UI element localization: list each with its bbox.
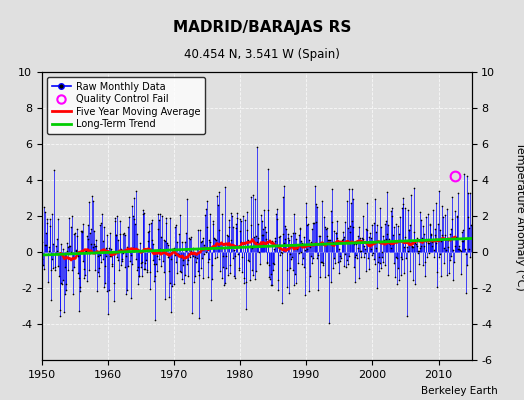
Legend: Raw Monthly Data, Quality Control Fail, Five Year Moving Average, Long-Term Tren: Raw Monthly Data, Quality Control Fail, … <box>47 77 205 134</box>
Text: MADRID/BARAJAS RS: MADRID/BARAJAS RS <box>173 20 351 35</box>
Text: Berkeley Earth: Berkeley Earth <box>421 386 498 396</box>
Text: 40.454 N, 3.541 W (Spain): 40.454 N, 3.541 W (Spain) <box>184 48 340 61</box>
Y-axis label: Temperature Anomaly (°C): Temperature Anomaly (°C) <box>515 142 524 290</box>
